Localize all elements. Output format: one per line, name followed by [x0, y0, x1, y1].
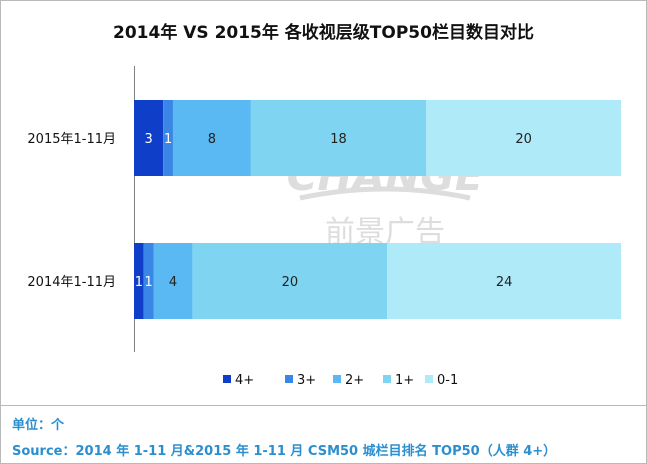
bar-segment — [387, 243, 621, 319]
data-label: 1 — [164, 132, 172, 147]
bar-segment — [172, 100, 251, 176]
legend-label: 2+ — [345, 373, 364, 388]
legend-swatch — [285, 375, 293, 383]
legend-swatch — [333, 375, 341, 383]
data-label: 8 — [208, 132, 216, 147]
bar-segment — [134, 243, 144, 319]
data-label: 24 — [496, 275, 513, 290]
bar-segment — [134, 100, 164, 176]
unit-note: 单位：个 — [12, 418, 65, 433]
chart-title: 2014年 VS 2015年 各收视层级TOP50栏目数目对比 — [113, 23, 534, 43]
stacked-bar-chart: CHANGE 前景广告 2015年1-11月31818202014年1-11月1… — [27, 66, 621, 388]
legend-swatch — [383, 375, 391, 383]
legend-swatch — [425, 375, 433, 383]
bar-segment — [426, 100, 621, 176]
category-label: 2014年1-11月 — [27, 275, 116, 290]
watermark-swoosh — [299, 186, 471, 201]
footer-divider — [0, 405, 647, 406]
data-label: 3 — [144, 132, 152, 147]
data-label: 1 — [135, 275, 143, 290]
data-label: 1 — [144, 275, 152, 290]
bar-segment — [192, 243, 388, 319]
legend-label: 1+ — [395, 373, 414, 388]
bar-segment — [153, 243, 193, 319]
legend-label: 0-1 — [437, 373, 458, 388]
category-label: 2015年1-11月 — [27, 132, 116, 147]
legend-label: 3+ — [297, 373, 316, 388]
bar-segment — [163, 100, 173, 176]
bar-segment — [250, 100, 427, 176]
source-note: Source：2014 年 1-11 月&2015 年 1-11 月 CSM50… — [12, 444, 557, 459]
data-label: 20 — [515, 132, 532, 147]
data-label: 4 — [169, 275, 177, 290]
bar-segment — [143, 243, 154, 319]
data-label: 20 — [282, 275, 299, 290]
legend-swatch — [223, 375, 231, 383]
legend-label: 4+ — [235, 373, 254, 388]
data-label: 18 — [330, 132, 347, 147]
